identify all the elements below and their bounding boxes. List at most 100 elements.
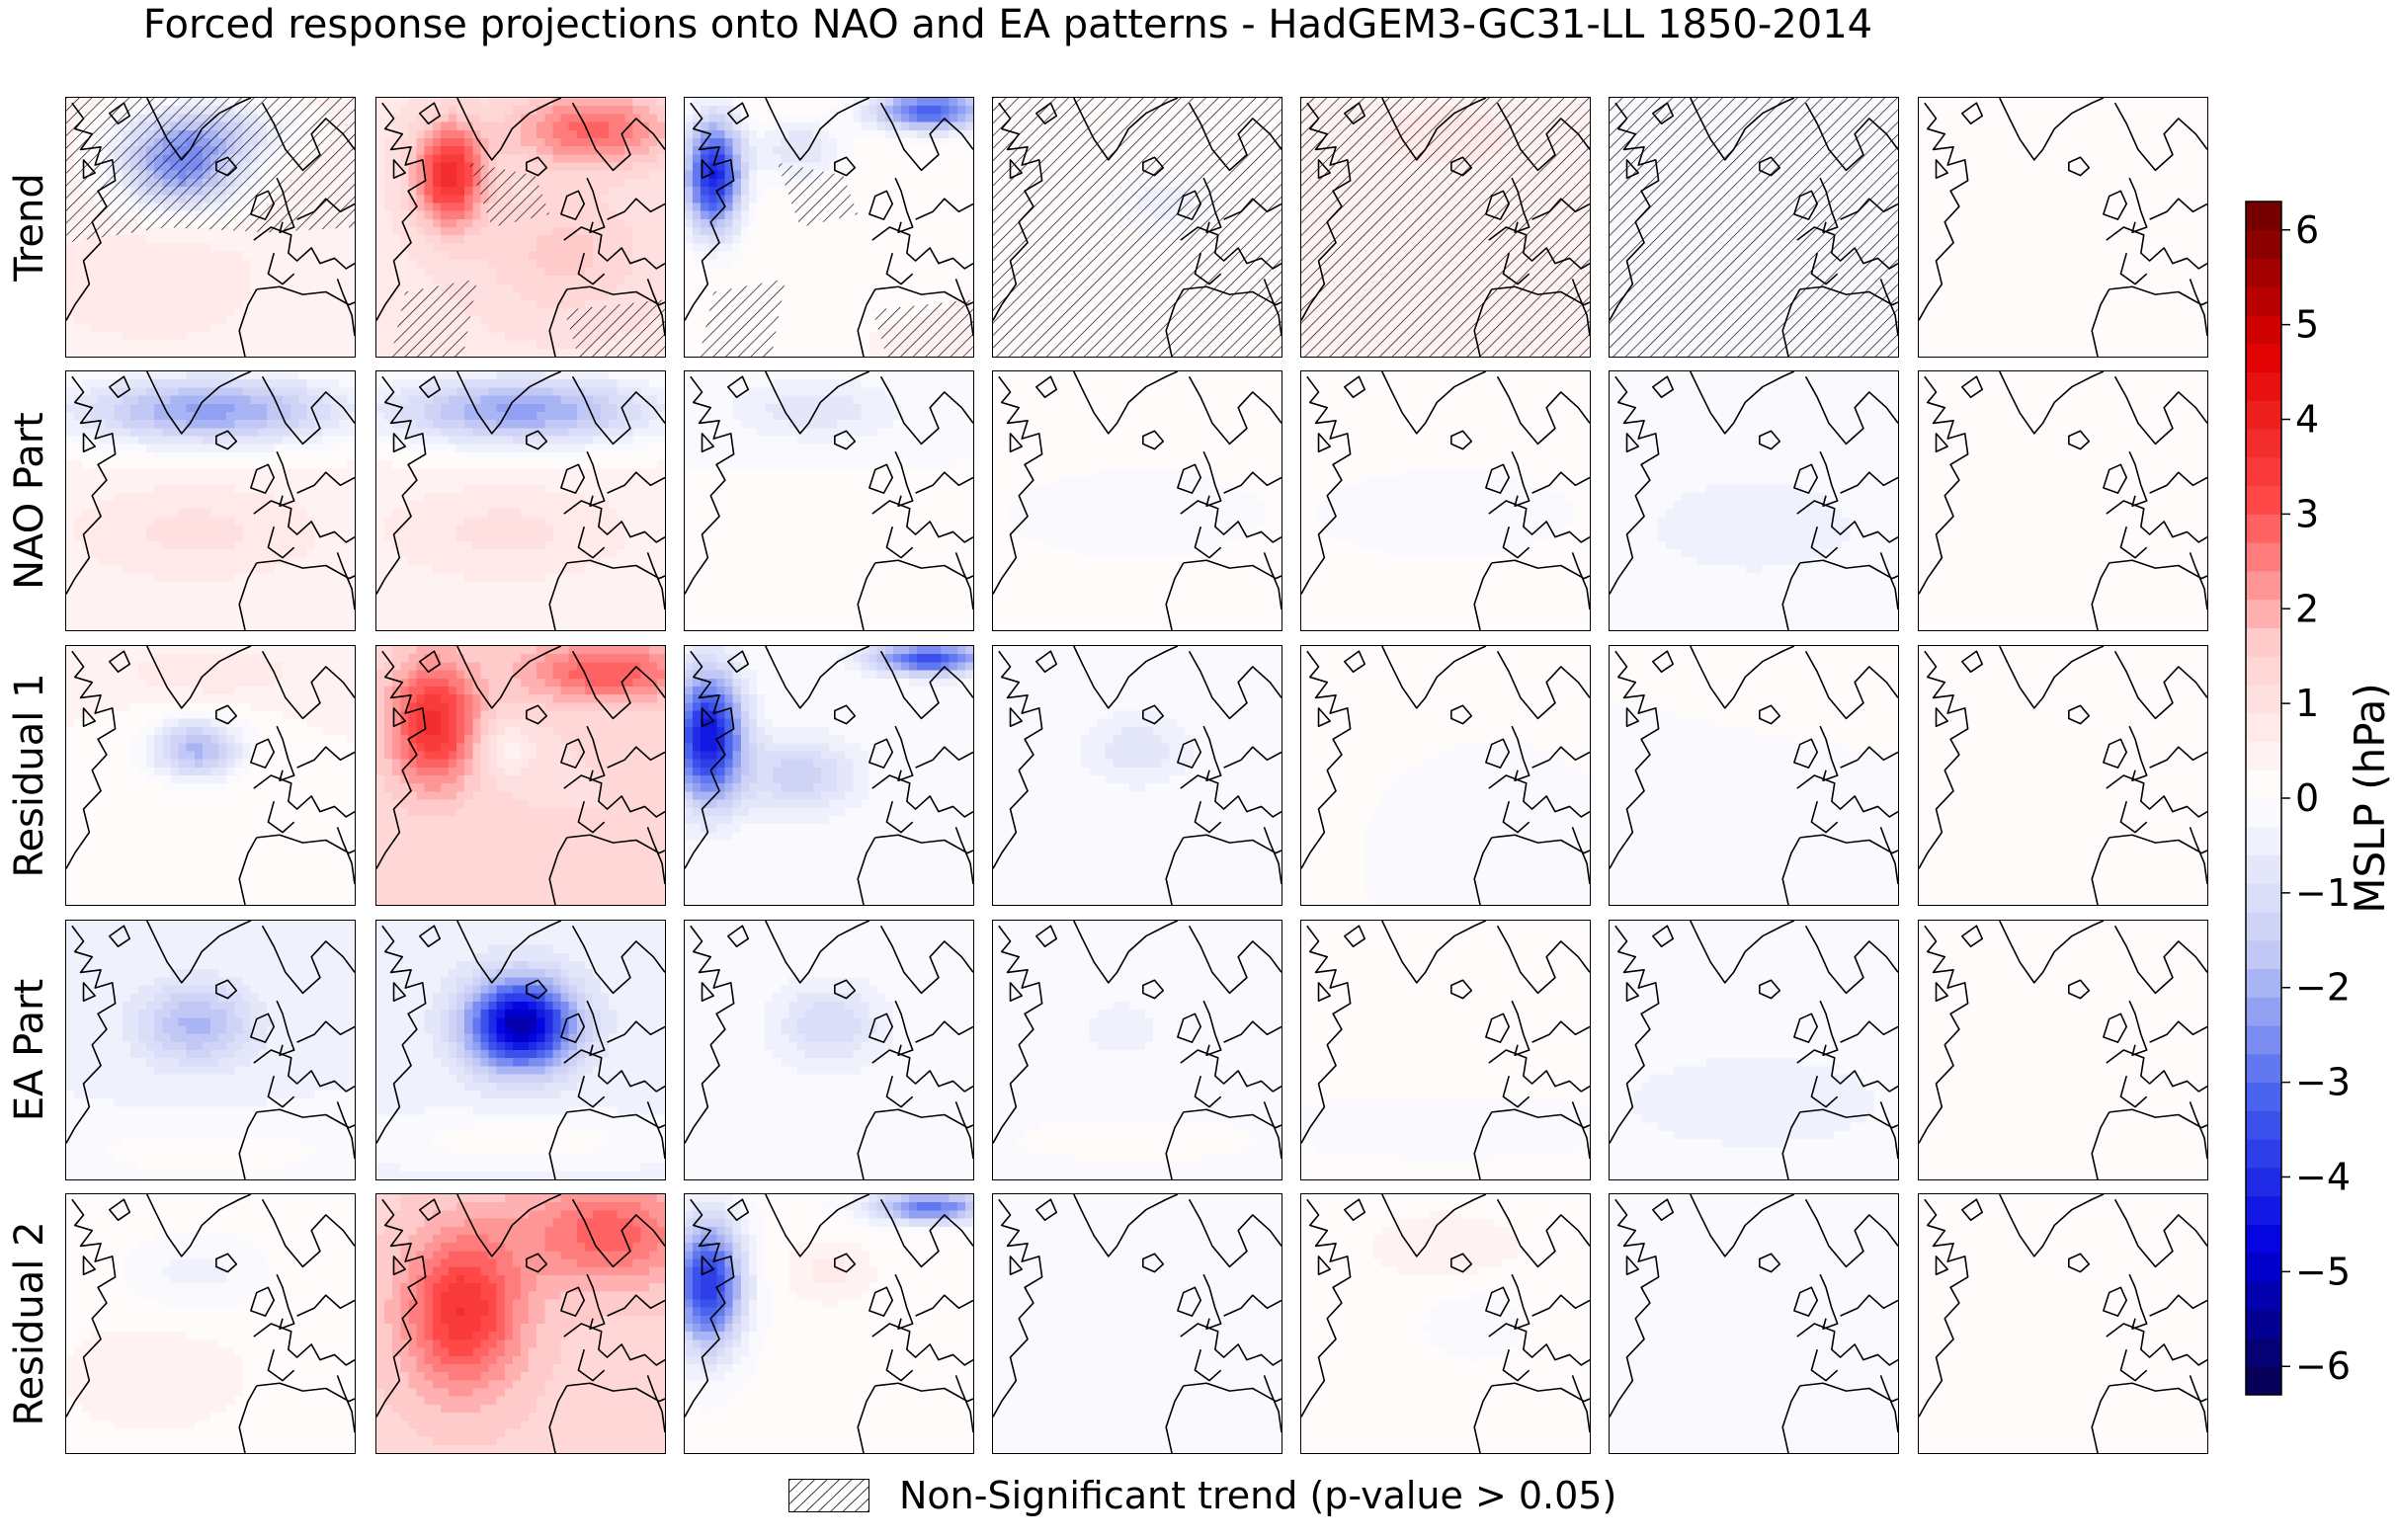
field-cell [322, 259, 332, 269]
field-cell [892, 259, 902, 269]
field-cell [560, 332, 570, 342]
field-cell [194, 267, 204, 277]
field-cell [909, 195, 918, 204]
field-cell [956, 114, 966, 123]
field-cell [290, 259, 299, 269]
field-cell [917, 178, 926, 188]
field-cell [346, 235, 355, 244]
field-cell [106, 243, 116, 253]
field-cell [708, 106, 718, 115]
field-cell [218, 324, 227, 334]
field-cell [933, 178, 943, 188]
field-cell [788, 348, 798, 357]
field-cell [432, 154, 442, 164]
field-cell [584, 259, 594, 269]
field-cell [521, 307, 530, 317]
field-cell [964, 170, 973, 180]
field-cell [956, 243, 966, 253]
field-cell [617, 122, 626, 131]
field-cell [609, 114, 618, 123]
coastline [337, 279, 355, 336]
field-cell [632, 129, 642, 139]
field-cell [788, 276, 798, 284]
field-cell [640, 235, 650, 244]
field-cell [521, 316, 530, 325]
field-cell [314, 324, 324, 334]
field-cell [925, 98, 935, 107]
field-cell [537, 267, 545, 277]
field-cell [949, 178, 958, 188]
field-cell [884, 203, 894, 212]
field-cell [162, 243, 172, 253]
field-cell [701, 129, 709, 139]
field-cell [472, 114, 482, 123]
field-cell [472, 316, 482, 325]
field-cell [392, 187, 401, 196]
coastline [608, 199, 665, 219]
field-cell [392, 203, 401, 212]
field-cell [432, 267, 442, 277]
field-cell [266, 340, 276, 350]
field-cell [837, 276, 846, 284]
field-cell [74, 276, 83, 284]
field-cell [601, 178, 610, 188]
field-cell [693, 122, 702, 131]
field-cell [648, 251, 658, 261]
field-cell [740, 259, 750, 269]
field-cell [584, 218, 594, 228]
field-cell [901, 114, 910, 123]
field-cell [804, 122, 814, 131]
field-cell [925, 146, 935, 155]
field-cell [757, 114, 766, 123]
field-cell [170, 348, 180, 357]
coastline [1184, 286, 1282, 304]
field-cell [901, 210, 910, 220]
field-cell [242, 332, 252, 342]
field-cell [632, 114, 642, 123]
field-cell [552, 210, 562, 220]
field-cell [384, 259, 393, 269]
field-cell [322, 235, 332, 244]
field-cell [218, 276, 227, 284]
field-cell [845, 106, 854, 115]
field-cell [298, 332, 307, 342]
field-cell [617, 227, 626, 236]
field-cell [724, 276, 734, 284]
field-cell [812, 348, 822, 357]
field-cell [701, 154, 709, 164]
field-cell [829, 98, 838, 107]
field-cell [708, 203, 718, 212]
field-cell [314, 251, 324, 261]
field-cell [210, 324, 219, 334]
field-cell [424, 162, 434, 172]
field-cell [544, 227, 554, 236]
field-cell [964, 98, 973, 107]
field-cell [732, 154, 742, 164]
field-cell [529, 291, 537, 301]
field-cell [314, 340, 324, 350]
field-cell [773, 178, 782, 188]
field-cell [400, 235, 410, 244]
field-cell [376, 210, 385, 220]
field-cell [106, 299, 116, 309]
field-cell [464, 170, 473, 180]
field-cell [82, 235, 91, 244]
field-cell [440, 178, 450, 188]
field-cell [820, 291, 830, 301]
field-cell [234, 348, 244, 357]
field-cell [909, 114, 918, 123]
field-cell [609, 98, 618, 107]
field-cell [537, 170, 545, 180]
field-cell [732, 243, 742, 253]
field-cell [210, 299, 219, 309]
field-cell [98, 299, 108, 309]
field-cell [552, 259, 562, 269]
field-cell [757, 154, 766, 164]
field-cell [693, 218, 702, 228]
field-cell [384, 162, 393, 172]
field-cell [845, 299, 854, 309]
field-cell [170, 227, 180, 236]
field-cell [901, 122, 910, 131]
field-cell [901, 187, 910, 196]
field-cell [632, 146, 642, 155]
